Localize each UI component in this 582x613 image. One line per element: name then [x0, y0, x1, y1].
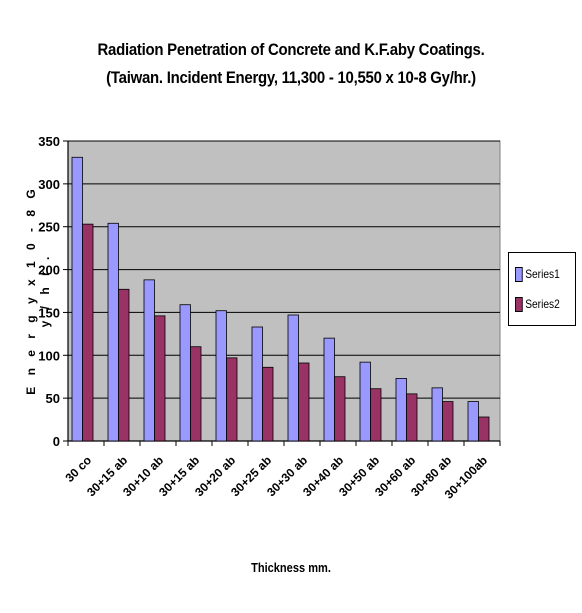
bar-series1-9 — [395, 378, 407, 442]
y-tick-label: 50 — [46, 391, 60, 406]
bar-series2-5 — [262, 366, 274, 442]
y-axis-label: E n e r g y x 1 0 - 8 G y / h r . — [24, 185, 52, 395]
bar-series1-4 — [215, 310, 227, 442]
y-tick-label: 250 — [38, 220, 60, 235]
bar-series1-0 — [71, 156, 83, 442]
bar-series1-7 — [323, 337, 335, 442]
legend-label-series2: Series2 — [525, 297, 560, 311]
legend-item-series1: Series1 — [515, 267, 560, 283]
bar-series2-8 — [370, 388, 382, 442]
chart-subtitle: (Taiwan. Incident Energy, 11,300 - 10,55… — [106, 68, 476, 87]
bar-series2-0 — [82, 223, 94, 442]
bar-series1-3 — [179, 304, 191, 442]
y-tick-label: 350 — [38, 134, 60, 149]
legend-item-series2: Series2 — [515, 297, 560, 313]
bar-series2-10 — [442, 401, 454, 442]
bar-series2-4 — [226, 357, 238, 442]
legend-label-series1: Series1 — [525, 267, 560, 281]
bar-series1-6 — [287, 314, 299, 442]
legend-swatch-series1 — [515, 267, 523, 283]
chart-title: Radiation Penetration of Concrete and K.… — [97, 40, 485, 59]
plot-background — [67, 140, 501, 442]
bar-series2-7 — [334, 376, 346, 442]
x-axis-label: Thickness mm. — [251, 560, 331, 575]
bar-series2-2 — [154, 315, 166, 442]
bar-series2-6 — [298, 362, 310, 442]
bar-series1-2 — [143, 279, 155, 442]
x-tick-label: 30 co — [63, 453, 95, 485]
bar-series1-11 — [467, 401, 479, 442]
y-tick-label: 200 — [38, 263, 60, 278]
y-tick-label: 100 — [38, 348, 60, 363]
bar-series2-11 — [478, 416, 490, 442]
bar-series2-9 — [406, 393, 418, 442]
bar-series2-1 — [118, 288, 130, 442]
bar-series2-3 — [190, 346, 202, 442]
legend: Series1 Series2 — [508, 252, 576, 326]
legend-swatch-series2 — [515, 297, 523, 313]
bar-series1-1 — [107, 222, 119, 442]
bar-series1-8 — [359, 361, 371, 442]
bar-series1-5 — [251, 326, 263, 442]
y-tick-label: 0 — [53, 434, 60, 449]
y-tick-label: 150 — [38, 305, 60, 320]
bar-series1-10 — [431, 387, 443, 442]
y-tick-label: 300 — [38, 177, 60, 192]
